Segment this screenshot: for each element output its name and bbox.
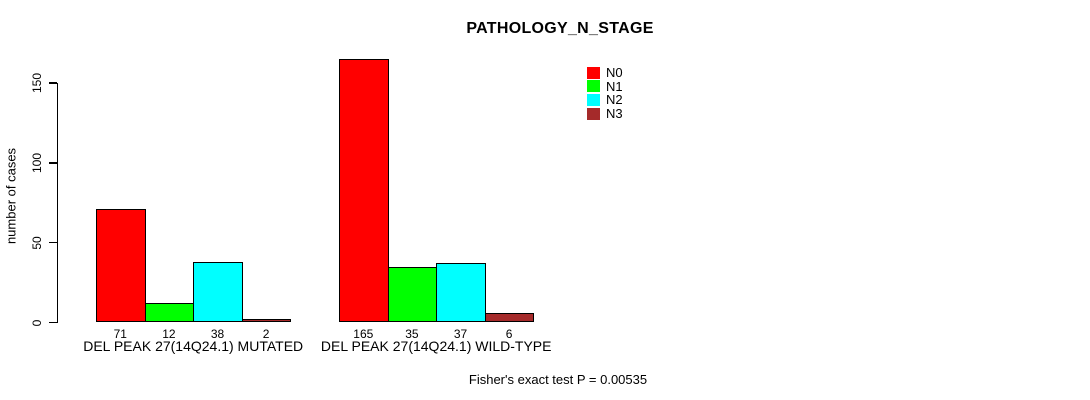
y-tick xyxy=(48,162,57,164)
legend-swatch-n3 xyxy=(587,107,600,120)
legend-item: N3 xyxy=(587,107,623,121)
category-label: DEL PEAK 27(14Q24.1) MUTATED xyxy=(83,338,304,354)
legend-label: N2 xyxy=(606,92,623,108)
bar-value-label: 12 xyxy=(162,326,176,341)
y-tick-label: 0 xyxy=(30,319,44,326)
legend-label: N0 xyxy=(606,65,623,81)
y-tick xyxy=(48,82,57,84)
y-tick-label: 150 xyxy=(30,72,44,93)
bar-n3-group0 xyxy=(241,319,292,323)
bar-n1-group0 xyxy=(144,303,195,323)
category-label: DEL PEAK 27(14Q24.1) WILD-TYPE xyxy=(320,338,552,354)
bar-n0-group0 xyxy=(96,209,146,323)
y-tick-label: 50 xyxy=(30,235,44,250)
bar-value-label: 6 xyxy=(505,326,513,341)
legend-item: N0 xyxy=(587,66,623,80)
bar-value-label: 71 xyxy=(113,326,127,341)
bar-value-label: 37 xyxy=(453,326,468,341)
bar-n2-group1 xyxy=(436,263,486,323)
bar-n3-group1 xyxy=(484,312,535,323)
bar-value-label: 165 xyxy=(353,326,374,341)
legend-item: N2 xyxy=(587,93,623,107)
legend: N0 N1 N2 N3 xyxy=(587,66,623,120)
legend-swatch-n0 xyxy=(587,66,600,79)
legend-label: N1 xyxy=(606,78,623,94)
bar-value-label: 38 xyxy=(210,326,225,341)
y-axis-label: number of cases xyxy=(3,147,19,245)
legend-swatch-n2 xyxy=(587,93,600,106)
legend-swatch-n1 xyxy=(587,80,600,93)
bar-n0-group1 xyxy=(339,59,389,323)
legend-label: N3 xyxy=(606,106,623,122)
bar-value-label: 35 xyxy=(405,326,419,341)
legend-item: N1 xyxy=(587,80,623,94)
bar-n2-group0 xyxy=(193,261,243,323)
y-tick xyxy=(48,241,57,244)
y-tick xyxy=(48,321,57,324)
stat-annotation: Fisher's exact test P = 0.00535 xyxy=(468,372,648,387)
bar-n1-group1 xyxy=(387,266,438,323)
bar-value-label: 2 xyxy=(262,326,270,341)
chart-title: PATHOLOGY_N_STAGE xyxy=(466,20,654,37)
y-tick-label: 100 xyxy=(30,152,44,173)
y-axis-line xyxy=(56,82,58,324)
